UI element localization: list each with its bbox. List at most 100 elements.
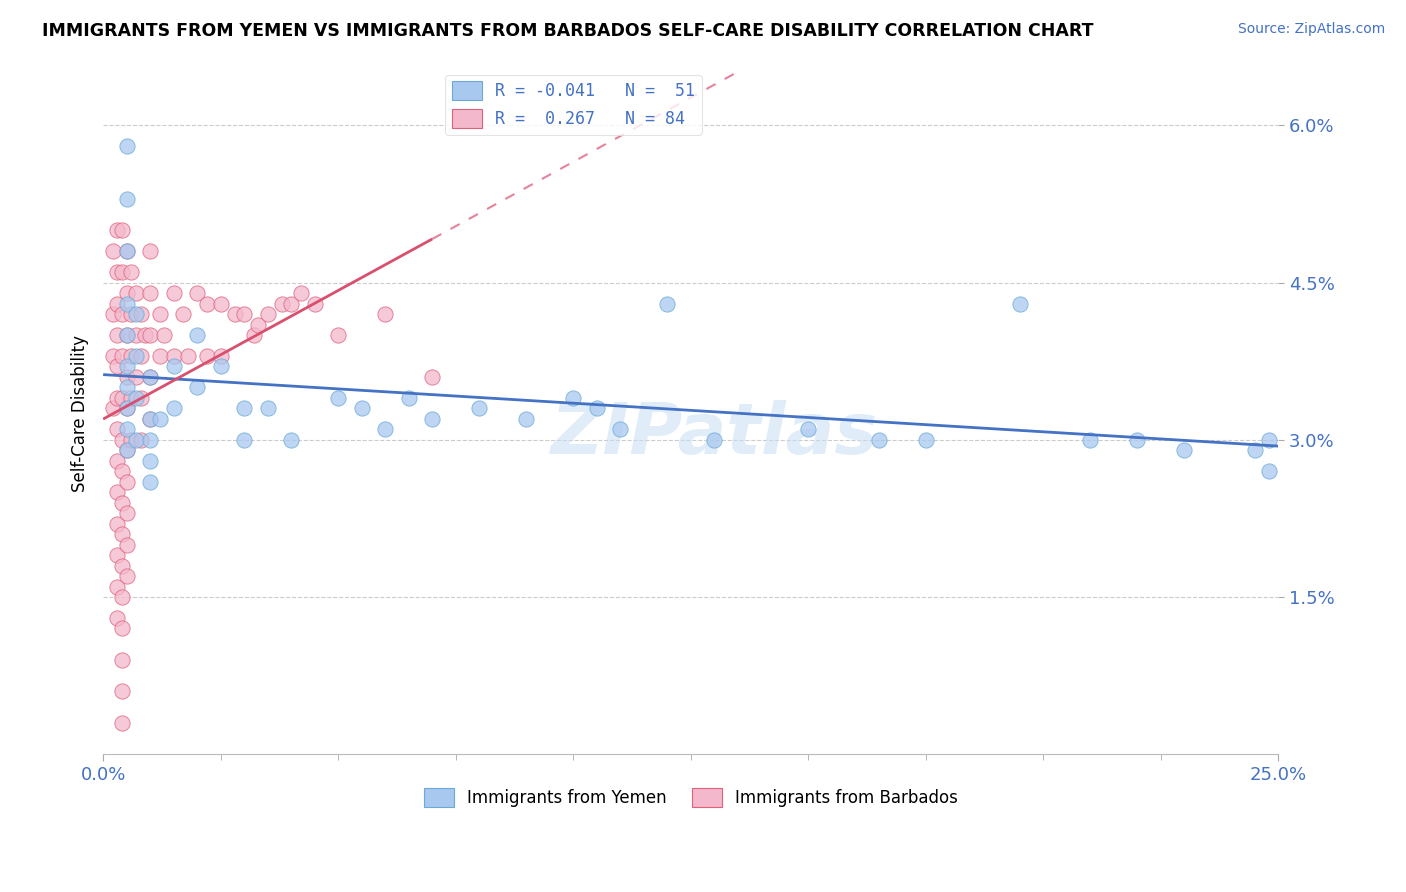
- Point: [120, 265, 142, 279]
- Point: [115, 538, 138, 552]
- Point: [120, 307, 142, 321]
- Point: [115, 244, 138, 259]
- Point: [172, 307, 194, 321]
- Point: [120, 349, 142, 363]
- Point: [139, 370, 162, 384]
- Point: [134, 328, 156, 343]
- Point: [562, 391, 585, 405]
- Point: [280, 296, 302, 310]
- Point: [374, 422, 396, 436]
- Point: [115, 401, 138, 416]
- Point: [256, 401, 278, 416]
- Point: [105, 223, 128, 237]
- Point: [290, 286, 312, 301]
- Point: [115, 475, 138, 489]
- Point: [148, 307, 170, 321]
- Point: [139, 454, 162, 468]
- Point: [515, 412, 537, 426]
- Point: [105, 359, 128, 374]
- Point: [148, 412, 170, 426]
- Point: [328, 391, 350, 405]
- Point: [105, 611, 128, 625]
- Point: [101, 244, 124, 259]
- Point: [125, 328, 148, 343]
- Point: [115, 328, 138, 343]
- Point: [1080, 433, 1102, 447]
- Point: [186, 286, 208, 301]
- Point: [125, 286, 148, 301]
- Point: [105, 265, 128, 279]
- Point: [468, 401, 491, 416]
- Text: IMMIGRANTS FROM YEMEN VS IMMIGRANTS FROM BARBADOS SELF-CARE DISABILITY CORRELATI: IMMIGRANTS FROM YEMEN VS IMMIGRANTS FROM…: [42, 22, 1094, 40]
- Point: [195, 296, 218, 310]
- Point: [209, 349, 232, 363]
- Point: [233, 307, 256, 321]
- Point: [125, 349, 148, 363]
- Point: [115, 443, 138, 458]
- Point: [111, 223, 134, 237]
- Point: [111, 307, 134, 321]
- Point: [1008, 296, 1031, 310]
- Point: [139, 433, 162, 447]
- Point: [139, 412, 162, 426]
- Point: [105, 296, 128, 310]
- Point: [125, 370, 148, 384]
- Point: [111, 622, 134, 636]
- Point: [111, 590, 134, 604]
- Point: [163, 349, 186, 363]
- Point: [657, 296, 679, 310]
- Point: [101, 349, 124, 363]
- Point: [1244, 443, 1267, 458]
- Point: [270, 296, 292, 310]
- Point: [139, 412, 162, 426]
- Point: [328, 328, 350, 343]
- Point: [420, 412, 443, 426]
- Point: [105, 422, 128, 436]
- Point: [111, 684, 134, 698]
- Point: [105, 485, 128, 500]
- Point: [280, 433, 302, 447]
- Point: [609, 422, 631, 436]
- Point: [420, 370, 443, 384]
- Y-axis label: Self-Care Disability: Self-Care Disability: [72, 335, 89, 492]
- Point: [115, 328, 138, 343]
- Point: [115, 506, 138, 520]
- Point: [139, 328, 162, 343]
- Point: [304, 296, 326, 310]
- Point: [105, 454, 128, 468]
- Point: [105, 516, 128, 531]
- Point: [115, 380, 138, 394]
- Point: [105, 391, 128, 405]
- Point: [125, 307, 148, 321]
- Point: [233, 433, 256, 447]
- Point: [703, 433, 725, 447]
- Point: [915, 433, 938, 447]
- Point: [224, 307, 246, 321]
- Point: [233, 401, 256, 416]
- Point: [129, 307, 152, 321]
- Point: [139, 475, 162, 489]
- Point: [115, 422, 138, 436]
- Legend: Immigrants from Yemen, Immigrants from Barbados: Immigrants from Yemen, Immigrants from B…: [418, 781, 965, 814]
- Point: [101, 401, 124, 416]
- Point: [111, 496, 134, 510]
- Point: [186, 328, 208, 343]
- Point: [115, 401, 138, 416]
- Point: [163, 286, 186, 301]
- Point: [195, 349, 218, 363]
- Point: [350, 401, 373, 416]
- Point: [111, 653, 134, 667]
- Point: [115, 192, 138, 206]
- Point: [115, 244, 138, 259]
- Point: [1173, 443, 1195, 458]
- Point: [111, 265, 134, 279]
- Text: ZIPatlas: ZIPatlas: [551, 400, 877, 468]
- Point: [111, 527, 134, 541]
- Text: Source: ZipAtlas.com: Source: ZipAtlas.com: [1237, 22, 1385, 37]
- Point: [129, 349, 152, 363]
- Point: [139, 370, 162, 384]
- Point: [209, 296, 232, 310]
- Point: [177, 349, 200, 363]
- Point: [115, 359, 138, 374]
- Point: [1126, 433, 1149, 447]
